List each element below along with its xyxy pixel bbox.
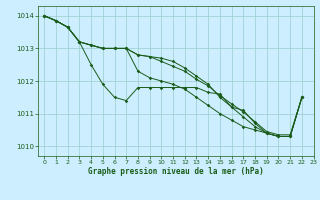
X-axis label: Graphe pression niveau de la mer (hPa): Graphe pression niveau de la mer (hPa) [88,167,264,176]
